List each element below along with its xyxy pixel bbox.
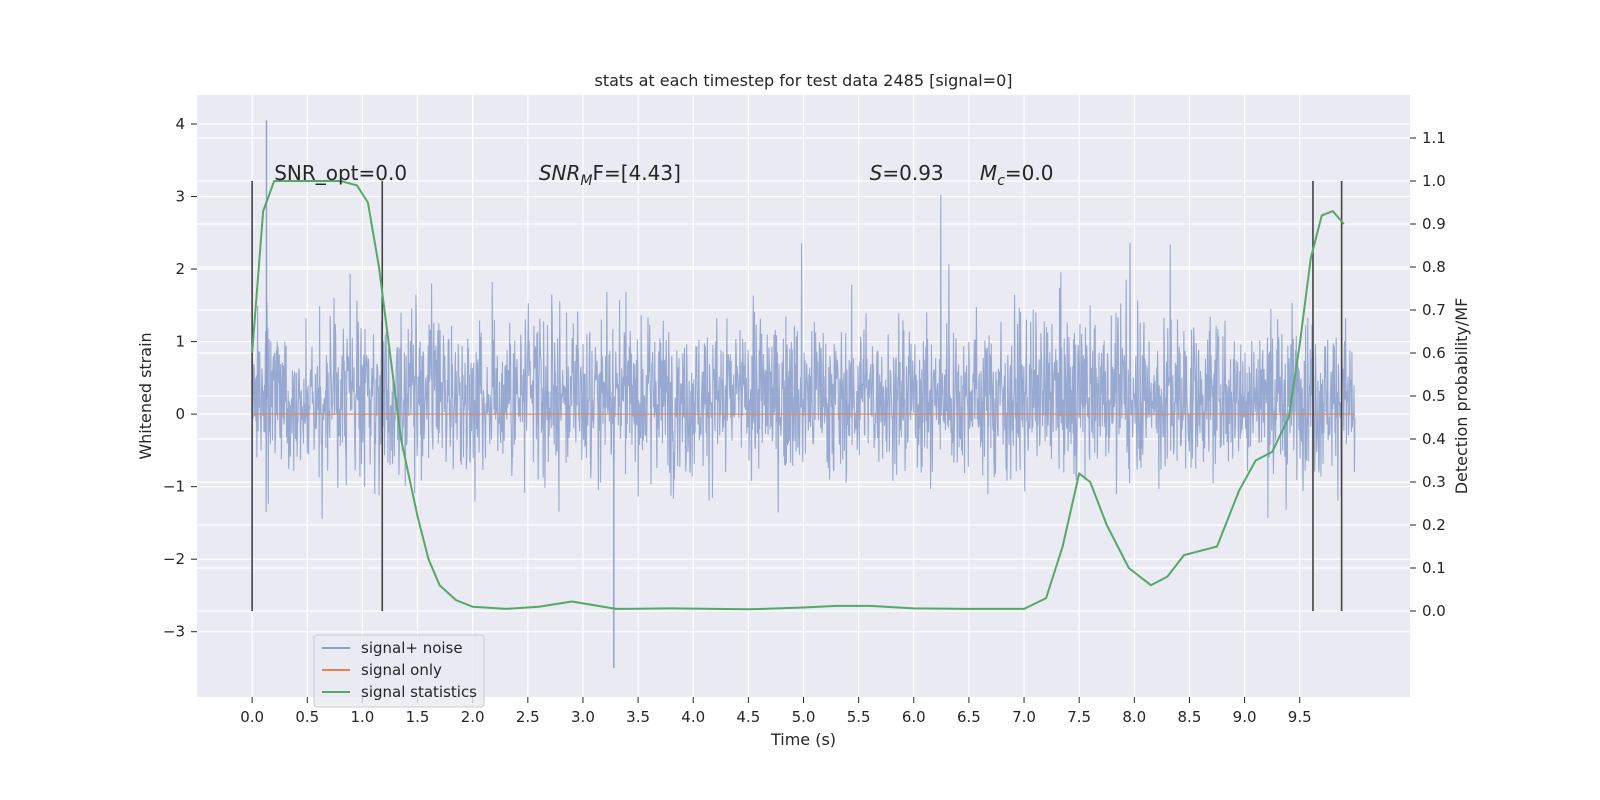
y-right-tick-label: 1.1 xyxy=(1422,129,1446,147)
x-tick-label: 8.5 xyxy=(1178,708,1202,726)
y-right-tick-label: 0.1 xyxy=(1422,559,1446,577)
y-axis-right-ticks: 1.1 1.0 0.9 0.8 0.7 0.6 0.5 0.4 0.3 0.2 0.1 0.0 xyxy=(1410,129,1446,620)
x-tick-label: 6.5 xyxy=(957,708,981,726)
annotation-snr-opt: SNR_opt=0.0 xyxy=(274,161,407,185)
x-tick-label: 8.0 xyxy=(1122,708,1146,726)
annotation-mc-sub: c xyxy=(997,173,1005,189)
y-left-tick-label: −3 xyxy=(163,623,185,641)
annotation-snr-mf-tail: F=[4.43] xyxy=(593,161,681,185)
y-axis-left-ticks: 4 3 2 1 0 −1 −2 −3 xyxy=(163,115,197,641)
legend: signal+ noise signal only signal statistic… xyxy=(313,634,485,708)
y-right-tick-label: 0.6 xyxy=(1422,344,1446,362)
x-tick-label: 0.0 xyxy=(240,708,264,726)
legend-label: signal statistics xyxy=(361,683,477,701)
y-left-tick-label: 2 xyxy=(175,260,185,278)
y-right-tick-label: 0.8 xyxy=(1422,258,1446,276)
y-axis-left-label: Whitened strain xyxy=(136,332,155,459)
annotation-mc: Mc=0.0 xyxy=(980,161,1054,189)
x-tick-label: 3.5 xyxy=(626,708,650,726)
y-left-tick-label: −2 xyxy=(163,550,185,568)
series-signal-plus-noise xyxy=(251,120,1356,668)
y-right-tick-label: 0.9 xyxy=(1422,215,1446,233)
y-left-tick-label: −1 xyxy=(163,478,185,496)
legend-label: signal only xyxy=(361,661,442,679)
x-tick-label: 5.0 xyxy=(792,708,816,726)
x-axis-label: Time (s) xyxy=(770,730,836,749)
annotation-mc-symbol: M xyxy=(980,161,997,185)
x-tick-label: 5.5 xyxy=(847,708,871,726)
x-tick-label: 9.0 xyxy=(1233,708,1257,726)
y-right-tick-label: 0.3 xyxy=(1422,473,1446,491)
legend-box xyxy=(313,634,485,708)
x-tick-label: 9.5 xyxy=(1288,708,1312,726)
x-tick-label: 2.0 xyxy=(461,708,485,726)
y-left-tick-label: 3 xyxy=(175,188,185,206)
annotation-s-value: S=0.93 xyxy=(870,161,944,185)
x-axis-ticks: 0.0 0.5 1.0 1.5 2.0 2.5 3.0 3.5 4.0 4.5 5.0 5.5 6.0 6… xyxy=(240,697,1312,726)
annotation-s-tail: =0.93 xyxy=(882,161,943,185)
y-axis-right-label: Detection probability/MF xyxy=(1452,298,1471,495)
legend-label: signal+ noise xyxy=(361,639,463,657)
x-tick-label: 7.0 xyxy=(1012,708,1036,726)
y-left-tick-label: 4 xyxy=(175,115,185,133)
y-right-tick-label: 0.7 xyxy=(1422,301,1446,319)
y-right-tick-label: 0.5 xyxy=(1422,387,1446,405)
series-signal-statistics xyxy=(251,180,1345,611)
y-right-tick-label: 0.0 xyxy=(1422,602,1446,620)
legend-items: signal+ noise signal only signal statistic… xyxy=(322,639,477,701)
x-tick-label: 3.0 xyxy=(571,708,595,726)
annotation-mc-tail: =0.0 xyxy=(1005,161,1054,185)
annotation-snr-mf: SNRMF=[4.43] xyxy=(539,161,681,189)
x-tick-label: 2.5 xyxy=(516,708,540,726)
chart-title: stats at each timestep for test data 248… xyxy=(594,71,1012,90)
y-right-tick-label: 0.4 xyxy=(1422,430,1446,448)
y-left-tick-label: 0 xyxy=(175,405,185,423)
y-right-tick-label: 0.2 xyxy=(1422,516,1446,534)
statistics-curve xyxy=(251,180,1345,611)
annotation-s-symbol: S xyxy=(870,161,883,185)
x-tick-label: 4.0 xyxy=(681,708,705,726)
y-left-tick-label: 1 xyxy=(175,333,185,351)
x-tick-label: 1.0 xyxy=(350,708,374,726)
y-right-tick-label: 1.0 xyxy=(1422,172,1446,190)
x-tick-label: 7.5 xyxy=(1067,708,1091,726)
x-tick-label: 4.5 xyxy=(736,708,760,726)
x-tick-label: 1.5 xyxy=(406,708,430,726)
annotation-snr-mf-base: SNR xyxy=(539,161,581,185)
x-tick-label: 6.0 xyxy=(902,708,926,726)
noise-trace xyxy=(251,194,1356,519)
x-tick-label: 0.5 xyxy=(295,708,319,726)
annotation-snr-mf-sub: M xyxy=(580,173,592,189)
